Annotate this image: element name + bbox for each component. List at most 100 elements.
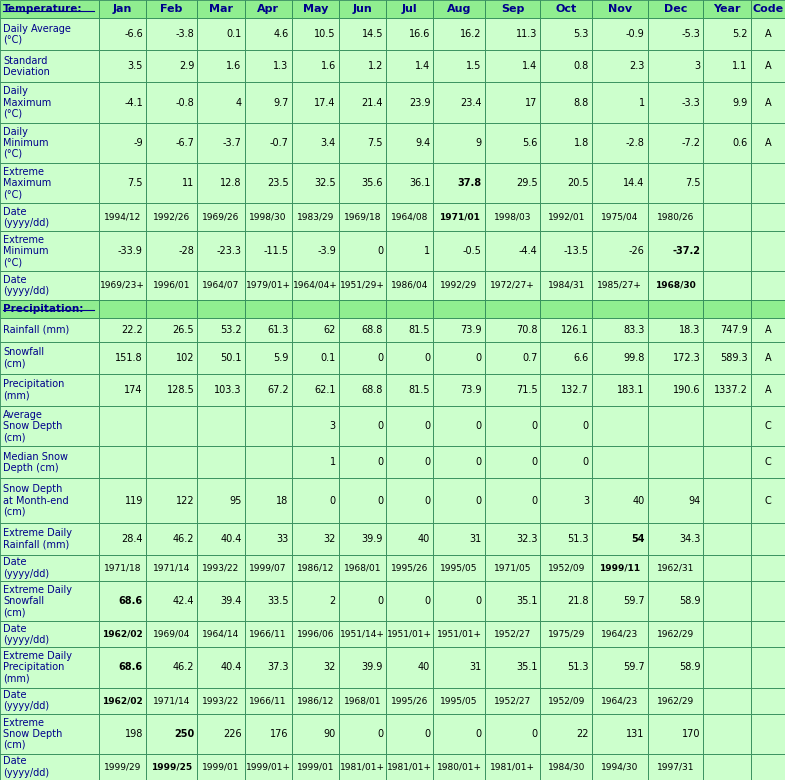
Bar	[292, 122, 339, 163]
Bar	[433, 555, 484, 581]
Text: Extreme
Snow Depth
(cm): Extreme Snow Depth (cm)	[3, 718, 62, 750]
Text: 18: 18	[276, 495, 289, 505]
Bar	[750, 647, 785, 687]
Text: 17: 17	[525, 98, 538, 108]
Text: 1964/14: 1964/14	[203, 629, 239, 639]
Text: 1981/01+: 1981/01+	[340, 762, 385, 771]
Bar	[592, 523, 648, 555]
Text: Extreme Daily
Rainfall (mm): Extreme Daily Rainfall (mm)	[3, 528, 72, 549]
Text: 1971/14: 1971/14	[153, 563, 190, 573]
Bar	[0, 231, 99, 271]
Bar	[484, 231, 541, 271]
Bar	[197, 446, 244, 478]
Bar	[703, 621, 750, 647]
Text: Mar: Mar	[209, 4, 233, 14]
Bar	[433, 581, 484, 621]
Text: 1971/05: 1971/05	[494, 563, 531, 573]
Bar	[484, 446, 541, 478]
Text: 54: 54	[631, 534, 644, 544]
Bar	[648, 271, 703, 300]
Bar	[541, 406, 592, 446]
Text: 176: 176	[270, 729, 289, 739]
Text: 0: 0	[424, 596, 430, 606]
Bar	[99, 342, 146, 374]
Bar	[541, 271, 592, 300]
Bar	[592, 203, 648, 231]
Bar	[541, 555, 592, 581]
Text: Precipitation
(mm): Precipitation (mm)	[3, 379, 64, 401]
Bar	[703, 18, 750, 50]
Bar	[244, 203, 292, 231]
Text: 73.9: 73.9	[460, 324, 482, 335]
Text: 589.3: 589.3	[720, 353, 747, 363]
Text: Jul: Jul	[402, 4, 418, 14]
Bar	[592, 446, 648, 478]
Text: -11.5: -11.5	[264, 246, 289, 257]
Bar	[703, 317, 750, 342]
Bar	[386, 687, 433, 714]
Bar	[433, 203, 484, 231]
Bar	[648, 446, 703, 478]
Bar	[339, 753, 386, 780]
Bar	[592, 714, 648, 753]
Text: 0: 0	[424, 495, 430, 505]
Text: 0: 0	[476, 353, 482, 363]
Bar	[339, 203, 386, 231]
Bar	[99, 0, 146, 18]
Bar	[703, 478, 750, 523]
Bar	[244, 374, 292, 406]
Bar	[0, 18, 99, 50]
Bar	[703, 50, 750, 83]
Bar	[146, 271, 197, 300]
Text: 59.7: 59.7	[623, 662, 644, 672]
Bar	[292, 317, 339, 342]
Bar	[648, 50, 703, 83]
Text: 33: 33	[276, 534, 289, 544]
Text: 198: 198	[125, 729, 143, 739]
Bar	[648, 83, 703, 122]
Bar	[484, 621, 541, 647]
Bar	[592, 342, 648, 374]
Bar	[197, 374, 244, 406]
Text: Extreme Daily
Snowfall
(cm): Extreme Daily Snowfall (cm)	[3, 585, 72, 617]
Bar	[146, 621, 197, 647]
Bar	[292, 374, 339, 406]
Bar	[146, 406, 197, 446]
Bar	[99, 374, 146, 406]
Bar	[339, 300, 386, 317]
Bar	[592, 581, 648, 621]
Bar	[703, 687, 750, 714]
Bar	[648, 555, 703, 581]
Bar	[0, 342, 99, 374]
Bar	[244, 647, 292, 687]
Bar	[0, 478, 99, 523]
Bar	[541, 621, 592, 647]
Text: Snowfall
(cm): Snowfall (cm)	[3, 347, 44, 368]
Text: Daily
Minimum
(°C): Daily Minimum (°C)	[3, 126, 49, 159]
Text: 17.4: 17.4	[314, 98, 336, 108]
Text: 9.9: 9.9	[732, 98, 747, 108]
Bar	[592, 555, 648, 581]
Bar	[339, 621, 386, 647]
Bar	[484, 523, 541, 555]
Bar	[541, 231, 592, 271]
Bar	[648, 647, 703, 687]
Text: 31: 31	[469, 534, 482, 544]
Bar	[99, 753, 146, 780]
Bar	[0, 203, 99, 231]
Bar	[648, 714, 703, 753]
Text: 1983/29: 1983/29	[297, 213, 334, 222]
Bar	[0, 300, 99, 317]
Text: Dec: Dec	[664, 4, 688, 14]
Text: -3.7: -3.7	[223, 138, 242, 147]
Text: 1.5: 1.5	[466, 62, 482, 71]
Bar	[386, 374, 433, 406]
Text: Feb: Feb	[160, 4, 183, 14]
Text: 1994/30: 1994/30	[601, 762, 638, 771]
Text: 28.4: 28.4	[122, 534, 143, 544]
Bar	[541, 714, 592, 753]
Bar	[750, 122, 785, 163]
Text: 1962/02: 1962/02	[102, 696, 143, 705]
Bar	[433, 714, 484, 753]
Text: 1993/22: 1993/22	[203, 563, 239, 573]
